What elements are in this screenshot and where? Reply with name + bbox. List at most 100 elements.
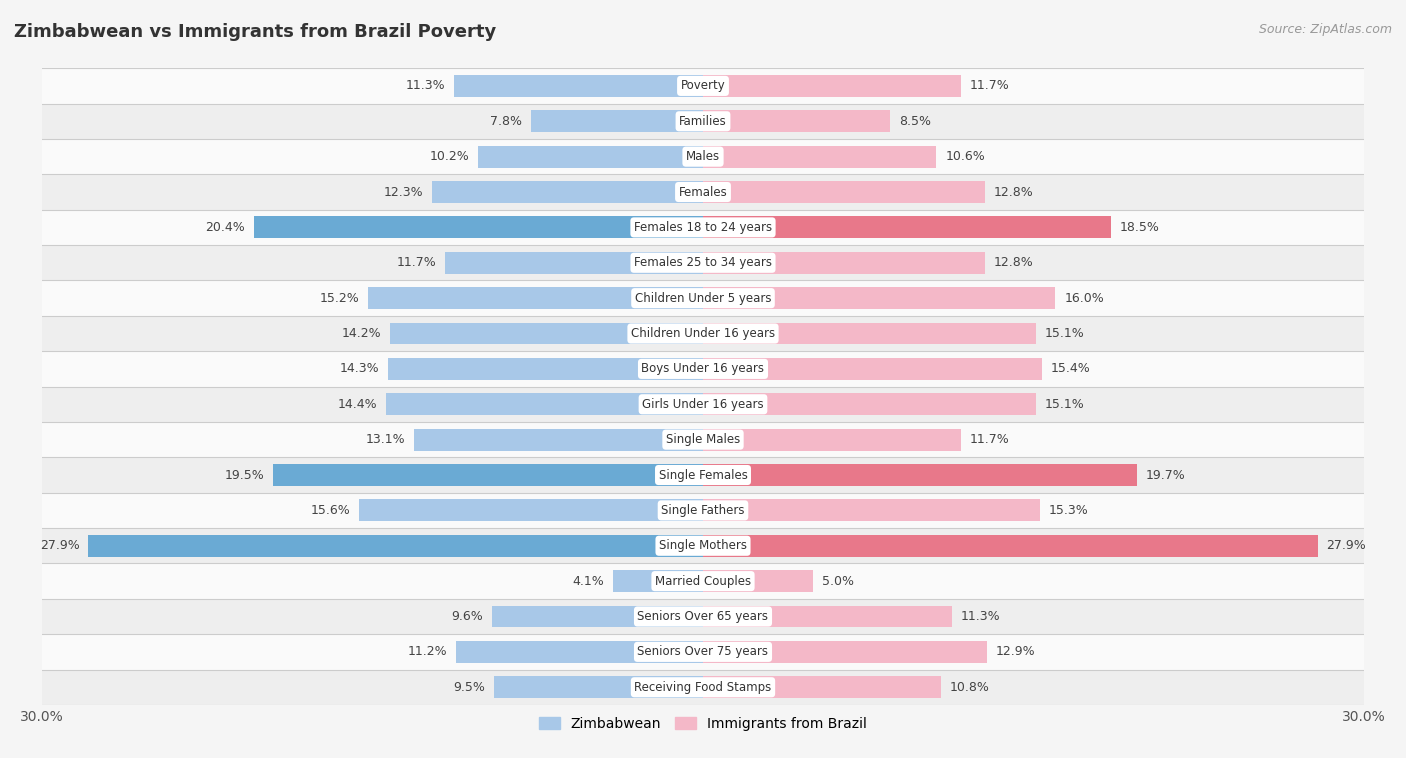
Text: 27.9%: 27.9% [1326, 539, 1367, 553]
Bar [492, 606, 703, 628]
Bar [454, 75, 703, 97]
Text: Children Under 5 years: Children Under 5 years [634, 292, 772, 305]
Text: 11.7%: 11.7% [970, 433, 1010, 446]
Text: 11.3%: 11.3% [406, 80, 446, 92]
Bar [388, 358, 703, 380]
Bar [703, 570, 813, 592]
Text: 11.3%: 11.3% [960, 610, 1000, 623]
Bar [703, 217, 1111, 238]
Bar [89, 535, 703, 556]
Text: 11.7%: 11.7% [396, 256, 436, 269]
Text: Poverty: Poverty [681, 80, 725, 92]
Bar [613, 570, 703, 592]
Text: Receiving Food Stamps: Receiving Food Stamps [634, 681, 772, 694]
Text: Single Females: Single Females [658, 468, 748, 481]
Bar [42, 280, 1364, 316]
Text: Girls Under 16 years: Girls Under 16 years [643, 398, 763, 411]
Bar [253, 217, 703, 238]
Bar [42, 174, 1364, 210]
Text: 15.1%: 15.1% [1045, 398, 1084, 411]
Bar [42, 316, 1364, 351]
Bar [446, 252, 703, 274]
Bar [703, 393, 1036, 415]
Bar [42, 210, 1364, 245]
Bar [368, 287, 703, 309]
Text: 19.5%: 19.5% [225, 468, 264, 481]
Text: 19.7%: 19.7% [1146, 468, 1185, 481]
Text: Single Mothers: Single Mothers [659, 539, 747, 553]
Text: Seniors Over 65 years: Seniors Over 65 years [637, 610, 769, 623]
Bar [385, 393, 703, 415]
Bar [42, 634, 1364, 669]
Text: 16.0%: 16.0% [1064, 292, 1104, 305]
Bar [42, 245, 1364, 280]
Bar [703, 500, 1040, 522]
Bar [415, 429, 703, 450]
Bar [478, 146, 703, 168]
Text: Families: Families [679, 114, 727, 128]
Bar [457, 641, 703, 662]
Text: 27.9%: 27.9% [39, 539, 80, 553]
Text: 15.3%: 15.3% [1049, 504, 1088, 517]
Text: 5.0%: 5.0% [823, 575, 853, 587]
Text: Single Fathers: Single Fathers [661, 504, 745, 517]
Bar [703, 358, 1042, 380]
Text: 11.2%: 11.2% [408, 645, 447, 659]
Text: 10.6%: 10.6% [945, 150, 986, 163]
Text: Children Under 16 years: Children Under 16 years [631, 327, 775, 340]
Bar [273, 464, 703, 486]
Bar [703, 181, 986, 203]
Text: 10.2%: 10.2% [430, 150, 470, 163]
Text: 14.2%: 14.2% [342, 327, 381, 340]
Bar [42, 68, 1364, 104]
Text: Females: Females [679, 186, 727, 199]
Bar [42, 104, 1364, 139]
Bar [42, 528, 1364, 563]
Text: 7.8%: 7.8% [491, 114, 523, 128]
Text: Females 18 to 24 years: Females 18 to 24 years [634, 221, 772, 234]
Bar [42, 387, 1364, 422]
Bar [703, 676, 941, 698]
Text: Females 25 to 34 years: Females 25 to 34 years [634, 256, 772, 269]
Bar [703, 641, 987, 662]
Bar [391, 323, 703, 344]
Text: Married Couples: Married Couples [655, 575, 751, 587]
Bar [42, 669, 1364, 705]
Bar [42, 599, 1364, 634]
Bar [42, 457, 1364, 493]
Bar [703, 111, 890, 132]
Text: 9.5%: 9.5% [453, 681, 485, 694]
Text: Boys Under 16 years: Boys Under 16 years [641, 362, 765, 375]
Text: Seniors Over 75 years: Seniors Over 75 years [637, 645, 769, 659]
Bar [42, 493, 1364, 528]
Text: 12.8%: 12.8% [994, 186, 1033, 199]
Bar [42, 563, 1364, 599]
Bar [703, 535, 1317, 556]
Bar [703, 464, 1137, 486]
Bar [703, 429, 960, 450]
Text: Males: Males [686, 150, 720, 163]
Text: 18.5%: 18.5% [1119, 221, 1159, 234]
Text: 4.1%: 4.1% [572, 575, 605, 587]
Text: 14.3%: 14.3% [340, 362, 380, 375]
Text: 9.6%: 9.6% [451, 610, 482, 623]
Text: 15.1%: 15.1% [1045, 327, 1084, 340]
Bar [42, 422, 1364, 457]
Bar [360, 500, 703, 522]
Text: 10.8%: 10.8% [949, 681, 990, 694]
Bar [703, 287, 1056, 309]
Bar [703, 75, 960, 97]
Text: Zimbabwean vs Immigrants from Brazil Poverty: Zimbabwean vs Immigrants from Brazil Pov… [14, 23, 496, 41]
Bar [42, 139, 1364, 174]
Bar [703, 252, 986, 274]
Bar [703, 146, 936, 168]
Bar [432, 181, 703, 203]
Text: 15.2%: 15.2% [319, 292, 360, 305]
Bar [531, 111, 703, 132]
Text: 13.1%: 13.1% [366, 433, 405, 446]
Bar [42, 351, 1364, 387]
Legend: Zimbabwean, Immigrants from Brazil: Zimbabwean, Immigrants from Brazil [533, 711, 873, 736]
Text: Single Males: Single Males [666, 433, 740, 446]
Text: Source: ZipAtlas.com: Source: ZipAtlas.com [1258, 23, 1392, 36]
Text: 20.4%: 20.4% [205, 221, 245, 234]
